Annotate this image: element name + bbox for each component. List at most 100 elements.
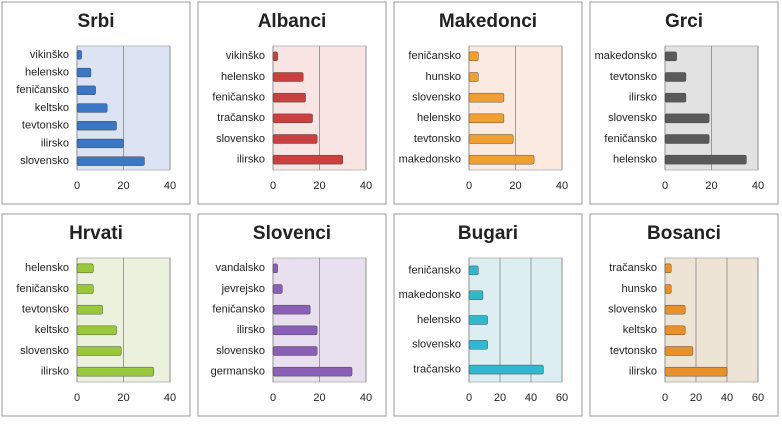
plot-area <box>664 257 759 383</box>
y-tick-label: tevtonsko <box>22 304 69 316</box>
y-tick-label: feničansko <box>408 264 461 276</box>
bar <box>272 154 343 165</box>
bar <box>468 340 488 350</box>
y-tick-label: slovensko <box>412 339 461 351</box>
bar <box>76 325 117 336</box>
bar <box>76 138 124 149</box>
y-tick-label: vikinško <box>30 49 69 61</box>
x-tick-label: 20 <box>117 180 129 192</box>
bar <box>468 290 484 300</box>
y-tick-label: tračansko <box>217 112 265 124</box>
bar <box>272 92 306 103</box>
y-tick-label: makedonsko <box>399 289 461 301</box>
bar <box>272 51 278 62</box>
bar <box>76 346 122 356</box>
chart-title: Albanci <box>258 11 327 32</box>
y-tick-label: makedonsko <box>595 50 657 62</box>
y-tick-label: feničansko <box>212 304 265 316</box>
y-tick-label: ilirsko <box>237 154 265 166</box>
x-tick-label: 40 <box>360 392 372 404</box>
bar <box>272 304 311 315</box>
bar <box>664 366 728 377</box>
x-tick-label: 40 <box>556 180 568 192</box>
bar <box>76 366 154 377</box>
x-tick-label: 0 <box>74 180 80 192</box>
x-tick-label: 60 <box>752 392 764 404</box>
bar <box>664 263 672 274</box>
y-tick-label: tevtonsko <box>414 133 461 145</box>
y-tick-label: germansko <box>211 366 265 378</box>
y-tick-label: ilirsko <box>41 366 69 378</box>
y-tick-label: jevrejsko <box>221 283 265 295</box>
y-tick-label: keltsko <box>35 324 69 336</box>
y-tick-label: hunsko <box>622 283 657 295</box>
bar <box>468 364 544 375</box>
y-tick-label: feničansko <box>408 50 461 62</box>
x-tick-label: 40 <box>752 180 764 192</box>
bar <box>76 50 82 60</box>
chart-title: Makedonci <box>439 11 537 32</box>
y-tick-label: tevtonsko <box>22 120 69 132</box>
y-tick-label: feničansko <box>212 92 265 104</box>
y-tick-label: ilirsko <box>41 137 69 149</box>
bar <box>664 92 687 103</box>
bar <box>76 156 145 166</box>
x-tick-label: 20 <box>313 392 325 404</box>
y-tick-label: slovensko <box>20 155 69 167</box>
x-tick-label: 20 <box>509 180 521 192</box>
y-tick-label: vandalsko <box>215 262 265 274</box>
y-tick-label: hunsko <box>426 71 461 83</box>
bar <box>76 121 117 131</box>
y-tick-label: feničansko <box>16 283 69 295</box>
bar <box>76 67 92 78</box>
bar <box>272 113 313 124</box>
chart-title: Hrvati <box>69 223 123 244</box>
bar <box>76 85 96 95</box>
bar <box>76 304 103 315</box>
y-tick-label: tračansko <box>413 364 461 376</box>
bar <box>664 134 710 144</box>
bar <box>272 284 283 294</box>
x-tick-label: 40 <box>360 180 372 192</box>
x-tick-label: 0 <box>270 392 276 404</box>
chart-title: Srbi <box>78 11 115 32</box>
x-tick-label: 40 <box>721 392 733 404</box>
y-tick-label: slovensko <box>608 304 657 316</box>
y-tick-label: keltsko <box>623 324 657 336</box>
bar <box>272 366 353 377</box>
x-tick-label: 0 <box>466 180 472 192</box>
bar <box>272 346 318 356</box>
y-tick-label: tračansko <box>609 262 657 274</box>
bar <box>664 346 694 356</box>
y-tick-label: makedonsko <box>399 154 461 166</box>
bar <box>664 284 672 294</box>
y-tick-label: feničansko <box>604 133 657 145</box>
x-tick-label: 20 <box>117 392 129 404</box>
x-tick-label: 20 <box>313 180 325 192</box>
x-tick-label: 0 <box>466 392 472 404</box>
bar <box>468 154 535 165</box>
chart-title: Bugari <box>458 223 518 244</box>
bar <box>76 263 94 274</box>
x-tick-label: 0 <box>270 180 276 192</box>
y-tick-label: slovensko <box>20 345 69 357</box>
y-tick-label: helensko <box>417 112 461 124</box>
bar <box>468 113 505 124</box>
x-tick-label: 40 <box>164 392 176 404</box>
bar <box>468 315 488 325</box>
x-tick-label: 60 <box>556 392 568 404</box>
y-tick-label: helensko <box>25 262 69 274</box>
y-tick-label: slovensko <box>608 112 657 124</box>
y-tick-label: helensko <box>25 66 69 78</box>
bar <box>664 154 747 165</box>
y-tick-label: feničansko <box>16 84 69 96</box>
y-tick-label: keltsko <box>35 102 69 114</box>
x-tick-label: 20 <box>690 392 702 404</box>
y-tick-label: ilirsko <box>629 366 657 378</box>
x-tick-label: 0 <box>662 180 668 192</box>
bar <box>664 304 686 315</box>
y-tick-label: slovensko <box>412 92 461 104</box>
chart-title: Grci <box>665 11 703 32</box>
y-tick-label: vikinško <box>226 50 265 62</box>
